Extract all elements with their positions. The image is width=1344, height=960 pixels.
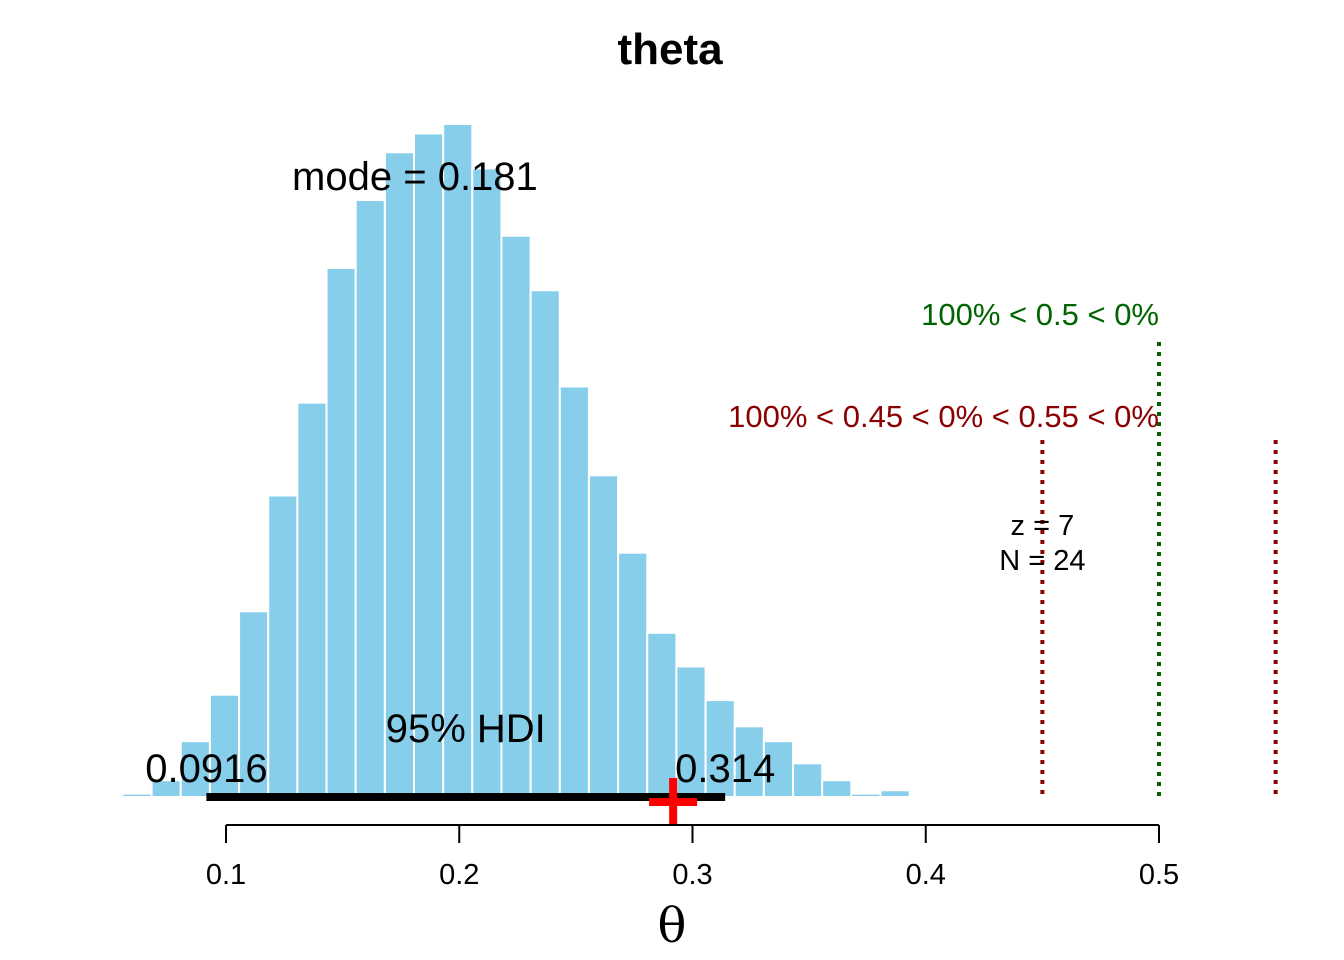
histogram-bar [412,132,445,798]
histogram-bar [587,474,620,798]
histogram-bar [792,762,824,798]
histogram-bar [733,725,765,799]
x-tick-label: 0.4 [906,859,946,891]
histogram-bars [121,123,911,799]
histogram-bar [325,267,357,799]
x-tick-label: 0.5 [1139,859,1179,891]
hdi-label: 95% HDI [386,707,546,751]
n-label: N = 24 [999,545,1085,577]
histogram-bar [646,631,678,799]
histogram-bar [121,792,153,799]
histogram-bar [179,740,211,798]
compval-label: 100% < 0.5 < 0% [921,297,1159,332]
x-tick-label: 0.2 [439,859,479,891]
histogram-bar [267,494,299,798]
histogram-bar [617,551,649,798]
hdi-low-label: 0.0916 [145,747,267,791]
histogram-bar [208,693,241,798]
histogram-bar [296,401,328,798]
x-tick-label: 0.3 [672,859,712,891]
histogram-bar [471,167,503,798]
rope-label: 100% < 0.45 < 0% < 0.55 < 0% [728,399,1159,434]
histogram-bar [238,610,270,799]
x-tick-label: 0.1 [206,859,246,891]
chart-title: theta [617,25,723,74]
x-axis: 0.1 0.2 0.3 0.4 0.5 [206,824,1179,891]
x-axis-label: θ [658,898,687,954]
histogram-bar [850,792,882,799]
z-label: z = 7 [1011,510,1075,542]
histogram-bar [558,385,590,798]
mode-label: mode = 0.181 [292,155,538,199]
hdi-high-label: 0.314 [675,747,775,791]
histogram-bar [354,199,386,798]
histogram-bar [821,779,853,798]
histogram-bar [383,151,415,799]
histogram-bar [879,789,911,799]
histogram-bar [442,123,474,798]
data-proportion-marker [649,778,698,826]
